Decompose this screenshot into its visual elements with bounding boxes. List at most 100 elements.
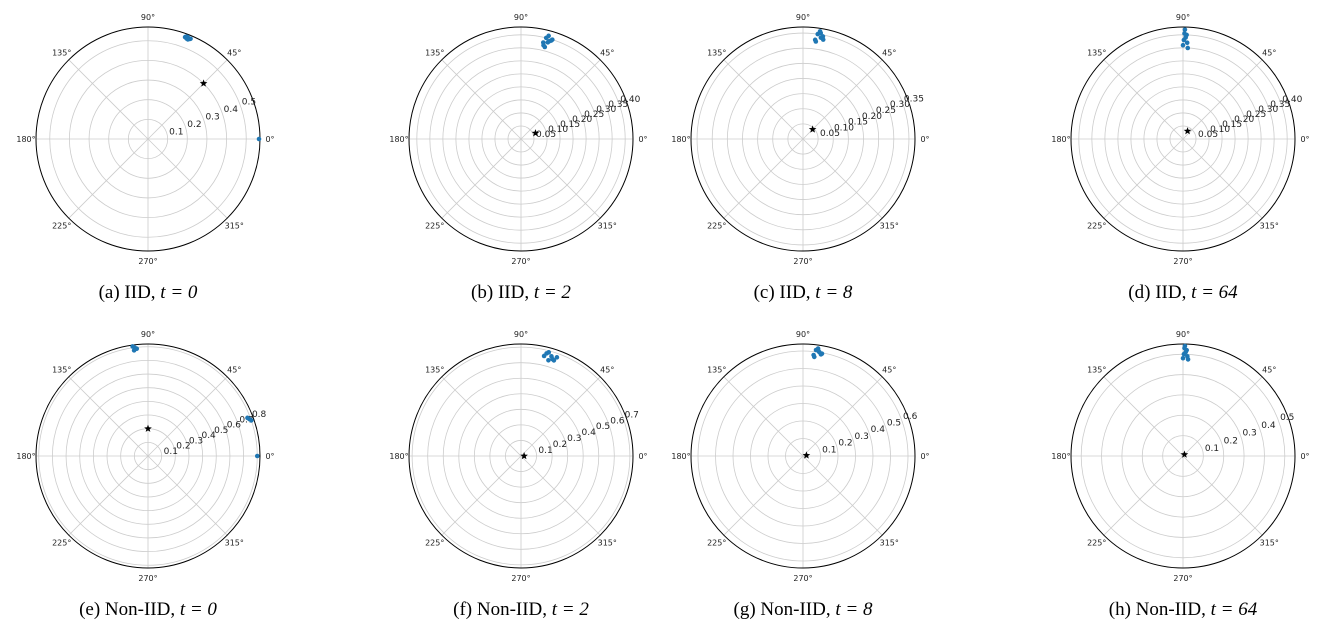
data-point [254, 453, 260, 459]
angle-tick-label: 45° [1262, 49, 1276, 58]
polar-frame [1070, 26, 1296, 252]
data-point [131, 348, 137, 353]
radial-tick-label: 0.1 [169, 127, 183, 137]
caption-time-step: t = 0 [160, 282, 198, 303]
data-point [245, 415, 250, 421]
polar-frame [690, 343, 916, 569]
theta-grid-line [68, 455, 149, 536]
polar-frame [408, 343, 634, 569]
center-star-marker [199, 79, 208, 87]
radial-tick-label: 0.10 [548, 125, 568, 135]
caption-prefix: (a) IID, [98, 282, 161, 303]
angle-tick-label: 135° [1087, 366, 1106, 375]
caption-time-step: t = 8 [815, 282, 853, 303]
radial-tick-label: 0.6 [903, 412, 918, 422]
angle-tick-label: 315° [880, 538, 899, 547]
angle-tick-label: 45° [882, 366, 896, 375]
theta-grid-line [441, 138, 522, 219]
angle-tick-label: 90° [1176, 330, 1190, 339]
radial-tick-label: 0.25 [1246, 110, 1266, 120]
theta-grid-line [520, 138, 601, 219]
center-star-marker [1183, 127, 1192, 135]
theta-grid-line [441, 59, 522, 140]
radial-tick-label: 0.05 [820, 129, 840, 139]
angle-tick-label: 135° [1087, 49, 1106, 58]
angle-tick-label: 0° [265, 135, 274, 144]
theta-grid-line [1103, 59, 1184, 140]
data-point [550, 37, 555, 42]
polar-frame [408, 26, 634, 252]
radial-tick-label: 0.30 [890, 100, 910, 110]
radial-tick-label: 0.30 [596, 105, 616, 115]
theta-grid-line [68, 376, 149, 457]
theta-grid-line [147, 59, 228, 140]
panel-caption-e: (e) Non-IID, t = 0 [79, 599, 217, 621]
center-star-marker [1180, 450, 1189, 458]
panel-caption-h: (h) Non-IID, t = 64 [1109, 599, 1257, 621]
angle-tick-label: 90° [796, 330, 810, 339]
theta-grid-line [520, 455, 601, 536]
radial-tick-label: 0.2 [176, 442, 190, 452]
theta-grid-line [723, 376, 804, 457]
angle-tick-label: 45° [882, 49, 896, 58]
theta-grid-line [1182, 455, 1263, 536]
radial-tick-label: 0.30 [1258, 105, 1278, 115]
data-point [249, 418, 254, 423]
theta-grid-line [441, 455, 522, 536]
data-point [546, 33, 551, 39]
angle-tick-label: 90° [796, 13, 810, 22]
radial-tick-label: 0.7 [625, 410, 639, 420]
center-star-marker [531, 129, 540, 137]
angle-tick-label: 0° [638, 452, 647, 461]
panel-caption-a: (a) IID, t = 0 [99, 282, 198, 304]
data-point [1180, 355, 1186, 361]
angle-tick-label: 180° [1051, 135, 1070, 144]
theta-grid-line [1103, 376, 1184, 457]
caption-time-step: t = 2 [551, 599, 589, 620]
angle-tick-label: 180° [16, 135, 35, 144]
angle-tick-label: 45° [227, 49, 241, 58]
angle-tick-label: 45° [1262, 366, 1276, 375]
theta-grid-line [723, 455, 804, 536]
theta-grid-line [723, 59, 804, 140]
polar-frame [1070, 343, 1296, 569]
data-point [256, 136, 262, 142]
radial-tick-label: 0.3 [855, 432, 869, 442]
radial-tick-label: 0.1 [538, 446, 552, 456]
angle-tick-label: 225° [52, 221, 71, 230]
theta-grid-line [1182, 138, 1263, 219]
theta-grid-line [441, 376, 522, 457]
angle-tick-label: 225° [1087, 538, 1106, 547]
radial-tick-label: 0.3 [567, 434, 581, 444]
theta-grid-line [520, 376, 601, 457]
angle-tick-label: 315° [225, 221, 244, 230]
radial-tick-label: 0.05 [1198, 130, 1218, 140]
angle-tick-label: 180° [389, 452, 408, 461]
angle-tick-label: 315° [1260, 221, 1279, 230]
data-point [813, 39, 819, 44]
data-point [819, 351, 825, 356]
caption-prefix: (c) IID, [753, 282, 816, 303]
caption-prefix: (e) Non-IID, [79, 599, 180, 620]
caption-time-step: t = 64 [1191, 282, 1238, 303]
radial-tick-label: 0.1 [1205, 444, 1219, 454]
angle-tick-label: 270° [793, 257, 812, 266]
radial-tick-label: 0.40 [1282, 95, 1302, 105]
angle-tick-label: 315° [225, 538, 244, 547]
theta-grid-line [147, 376, 228, 457]
angle-tick-label: 90° [141, 13, 155, 22]
data-point [1185, 357, 1191, 362]
radial-tick-label: 0.4 [1261, 421, 1276, 431]
theta-grid-line [147, 455, 228, 536]
angle-tick-label: 135° [52, 49, 71, 58]
data-point [1185, 45, 1191, 51]
data-point [542, 44, 548, 50]
polar-frame [690, 26, 916, 252]
angle-tick-label: 270° [511, 574, 530, 583]
radial-tick-label: 0.3 [205, 112, 219, 122]
angle-tick-label: 270° [793, 574, 812, 583]
